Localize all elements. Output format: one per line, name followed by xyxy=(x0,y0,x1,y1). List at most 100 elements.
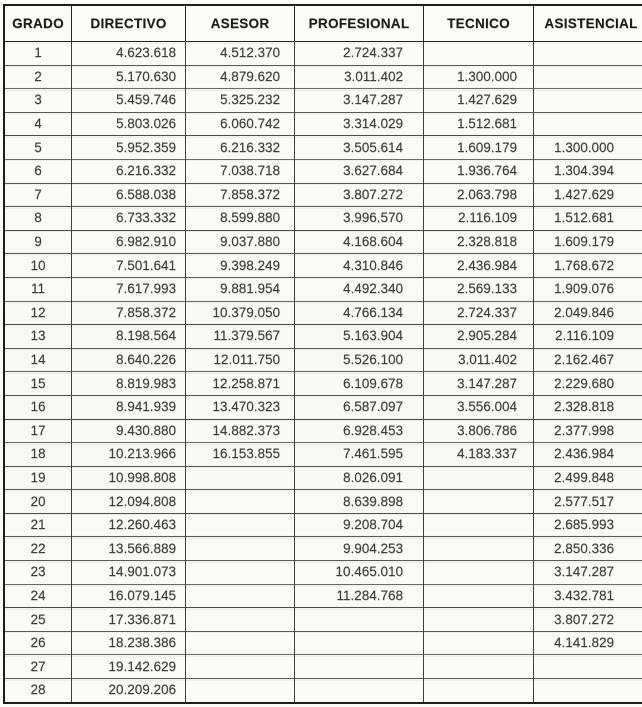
cell-grado: 12 xyxy=(3,300,72,325)
cell-grado: 3 xyxy=(3,88,72,113)
cell-directivo: 7.858.372 xyxy=(71,300,186,325)
cell-directivo: 10.213.966 xyxy=(71,442,186,467)
cell-asistencial: 1.909.076 xyxy=(533,276,642,302)
cell-directivo: 6.733.332 xyxy=(71,206,186,231)
cell-asesor: 8.599.880 xyxy=(185,206,295,231)
cell-tecnico: 1.427.629 xyxy=(423,88,534,113)
cell-asistencial: 2.049.846 xyxy=(533,300,642,325)
table-row: 15 8.819.983 12.258.871 6.109.678 3.147.287 2… xyxy=(3,371,642,396)
cell-grado: 23 xyxy=(3,560,72,585)
cell-asistencial: 3.147.287 xyxy=(533,560,642,585)
cell-directivo: 5.952.359 xyxy=(71,135,186,160)
cell-tecnico: 3.147.287 xyxy=(423,371,534,396)
cell-asistencial: 2.436.984 xyxy=(533,442,642,467)
cell-profesional: 4.168.604 xyxy=(294,229,424,254)
cell-grado: 4 xyxy=(3,111,72,136)
table-row: 22 13.566.889 9.904.253 2.850.336 xyxy=(3,536,642,561)
cell-asistencial: 2.116.109 xyxy=(533,324,642,349)
cell-directivo: 13.566.889 xyxy=(71,536,186,561)
cell-asesor: 16.153.855 xyxy=(185,442,295,467)
cell-profesional: 4.766.134 xyxy=(294,300,424,325)
cell-profesional: 3.996.570 xyxy=(294,206,424,231)
cell-tecnico: 2.328.818 xyxy=(423,229,534,254)
cell-tecnico: 2.063.798 xyxy=(423,182,534,207)
cell-directivo: 8.198.564 xyxy=(71,324,186,349)
table-row: 26 18.238.386 4.141.829 xyxy=(3,630,642,655)
cell-grado: 6 xyxy=(3,158,72,184)
cell-asistencial: 3.432.781 xyxy=(533,583,642,608)
column-header-profesional: PROFESIONAL xyxy=(294,4,424,42)
cell-tecnico xyxy=(423,607,534,632)
table-header: GRADO DIRECTIVO ASESOR PROFESIONAL TECNICO AS… xyxy=(3,4,642,42)
cell-asistencial: 2.229.680 xyxy=(533,371,642,396)
table-row: 28 20.209.206 xyxy=(3,678,642,703)
header-row: GRADO DIRECTIVO ASESOR PROFESIONAL TECNICO AS… xyxy=(3,4,642,42)
cell-grado: 18 xyxy=(3,442,72,467)
cell-grado: 1 xyxy=(3,41,72,66)
cell-asistencial: 1.768.672 xyxy=(533,253,642,278)
cell-tecnico xyxy=(423,512,534,537)
cell-profesional: 4.310.846 xyxy=(294,253,424,278)
cell-directivo: 12.094.808 xyxy=(71,489,186,514)
cell-asesor xyxy=(185,560,295,585)
cell-tecnico xyxy=(423,489,534,514)
cell-grado: 5 xyxy=(3,135,72,160)
cell-tecnico xyxy=(423,536,534,561)
cell-asistencial: 1.304.394 xyxy=(533,158,642,184)
table-row: 20 12.094.808 8.639.898 2.577.517 xyxy=(3,489,642,514)
salary-scale-table: GRADO DIRECTIVO ASESOR PROFESIONAL TECNICO AS… xyxy=(3,4,642,704)
table-row: 23 14.901.073 10.465.010 3.147.287 xyxy=(3,560,642,585)
table-row: 3 5.459.746 5.325.232 3.147.287 1.427.629 xyxy=(3,88,642,113)
table-row: 19 10.998.808 8.026.091 2.499.848 xyxy=(3,465,642,490)
cell-directivo: 9.430.880 xyxy=(71,418,186,443)
table-row: 8 6.733.332 8.599.880 3.996.570 2.116.109 1.5… xyxy=(3,206,642,231)
cell-directivo: 4.623.618 xyxy=(71,41,186,66)
column-header-directivo: DIRECTIVO xyxy=(71,4,186,42)
cell-asesor: 14.882.373 xyxy=(185,418,295,443)
cell-tecnico xyxy=(423,41,534,66)
cell-directivo: 12.260.463 xyxy=(71,512,186,537)
column-header-tecnico: TECNICO xyxy=(423,4,534,42)
cell-profesional: 9.904.253 xyxy=(294,536,424,561)
cell-asesor: 6.216.332 xyxy=(185,135,295,160)
cell-asesor: 9.398.249 xyxy=(185,253,295,278)
cell-asesor: 4.879.620 xyxy=(185,64,295,89)
column-header-asesor: ASESOR xyxy=(185,4,295,42)
table-row: 13 8.198.564 11.379.567 5.163.904 2.905.284 2… xyxy=(3,324,642,349)
cell-tecnico: 2.569.133 xyxy=(423,276,534,302)
cell-asistencial: 4.141.829 xyxy=(533,630,642,655)
cell-asesor: 7.858.372 xyxy=(185,182,295,207)
cell-directivo: 5.459.746 xyxy=(71,88,186,113)
table-row: 25 17.336.871 3.807.272 xyxy=(3,607,642,632)
cell-directivo: 18.238.386 xyxy=(71,630,186,655)
table-row: 12 7.858.372 10.379.050 4.766.134 2.724.337 2… xyxy=(3,300,642,325)
cell-asesor: 12.258.871 xyxy=(185,371,295,396)
cell-asistencial: 2.377.998 xyxy=(533,418,642,443)
cell-directivo: 6.216.332 xyxy=(71,158,186,184)
table-row: 11 7.617.993 9.881.954 4.492.340 2.569.133 1.… xyxy=(3,276,642,302)
cell-tecnico: 3.806.786 xyxy=(423,418,534,443)
cell-profesional: 3.505.614 xyxy=(294,135,424,160)
cell-asesor: 5.325.232 xyxy=(185,88,295,113)
cell-tecnico: 3.011.402 xyxy=(423,347,534,372)
cell-asistencial: 2.328.818 xyxy=(533,394,642,419)
cell-asistencial xyxy=(533,88,642,113)
cell-asesor xyxy=(185,654,295,679)
table-row: 2 5.170.630 4.879.620 3.011.402 1.300.000 xyxy=(3,64,642,89)
cell-asesor: 12.011.750 xyxy=(185,347,295,372)
cell-grado: 10 xyxy=(3,253,72,278)
cell-asesor: 6.060.742 xyxy=(185,111,295,136)
cell-grado: 16 xyxy=(3,394,72,419)
cell-asistencial xyxy=(533,64,642,89)
table-row: 10 7.501.641 9.398.249 4.310.846 2.436.984 1.… xyxy=(3,253,642,278)
cell-asistencial: 2.577.517 xyxy=(533,489,642,514)
table-row: 14 8.640.226 12.011.750 5.526.100 3.011.402 2… xyxy=(3,347,642,372)
cell-asistencial xyxy=(533,41,642,66)
cell-asistencial xyxy=(533,678,642,703)
cell-grado: 15 xyxy=(3,371,72,396)
table-row: 7 6.588.038 7.858.372 3.807.272 2.063.798 1.4… xyxy=(3,182,642,207)
cell-directivo: 7.617.993 xyxy=(71,276,186,302)
cell-grado: 8 xyxy=(3,206,72,231)
cell-tecnico: 3.556.004 xyxy=(423,394,534,419)
